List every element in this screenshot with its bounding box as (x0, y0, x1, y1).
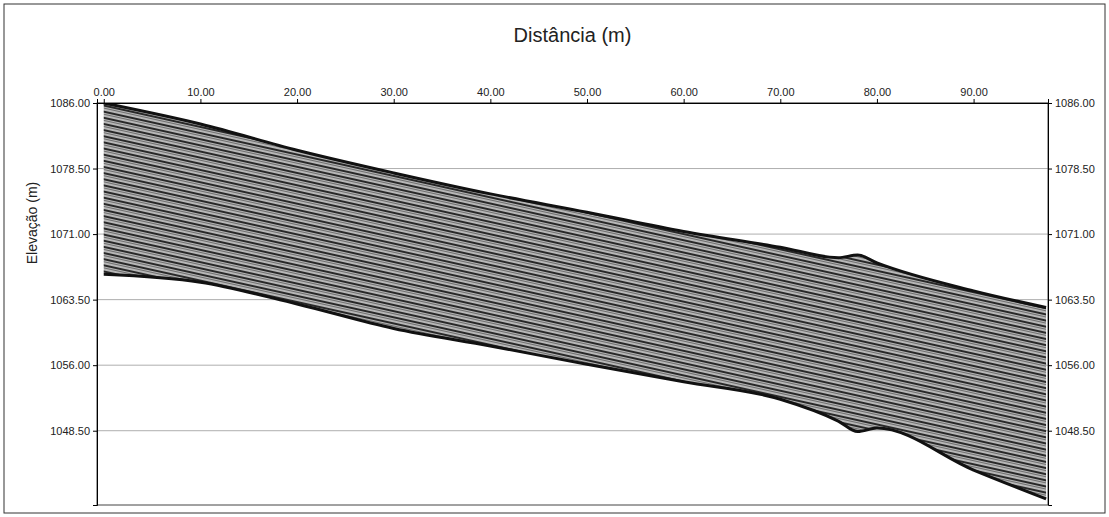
tick: 70.00 (767, 86, 795, 103)
tick-mark (394, 99, 395, 103)
tick-mark (93, 234, 97, 235)
tick-label: 1078.50 (1055, 163, 1095, 175)
tick-label: 1048.50 (50, 425, 90, 437)
tick-mark (93, 431, 97, 432)
tick-label: 0.00 (94, 86, 115, 98)
axis-line (98, 99, 1049, 104)
axis-line (1049, 104, 1053, 506)
tick-mark (1048, 103, 1052, 104)
tick-label: 1086.00 (1055, 97, 1095, 109)
tick: 50.00 (574, 86, 602, 103)
tick: 60.00 (670, 86, 698, 103)
y-axis-left: 1086.00 1078.50 1071.00 1063.50 1056.00 1048.… (50, 97, 97, 505)
tick: 1063.50 (50, 294, 97, 306)
tick: 80.00 (864, 86, 892, 103)
tick-label: 1071.00 (1055, 228, 1095, 240)
tick: 30.00 (380, 86, 408, 103)
tick-mark (877, 99, 878, 103)
tick-mark (1048, 431, 1052, 432)
tick: 1048.50 (1048, 425, 1095, 437)
tick-label: 1048.50 (1055, 425, 1095, 437)
tick: 90.00 (960, 86, 988, 103)
tick-label: 1086.00 (50, 97, 90, 109)
tick-label: 1056.00 (1055, 359, 1095, 371)
tick: 20.00 (284, 86, 312, 103)
tick-label: 10.00 (187, 86, 215, 98)
tick: 1078.50 (1048, 163, 1095, 175)
figure-border (4, 4, 1105, 513)
plot: 0.00 10.00 20.00 30.00 40.00 50.00 60.00 70.00 8… (50, 86, 1095, 506)
tick-label: 1056.00 (50, 359, 90, 371)
radar-tone (104, 103, 1046, 499)
tick-label: 70.00 (767, 86, 795, 98)
tick-mark (93, 365, 97, 366)
tick-label: 30.00 (380, 86, 408, 98)
tick-label: 60.00 (670, 86, 698, 98)
y-axis-title: Elevação (m) (24, 182, 40, 264)
tick-mark (587, 99, 588, 103)
x-axis: 0.00 10.00 20.00 30.00 40.00 50.00 60.00 70.00 8… (94, 86, 1049, 104)
tick-mark (684, 99, 685, 103)
tick-label: 1078.50 (50, 163, 90, 175)
plot-frame (97, 103, 1048, 505)
marks (104, 103, 1046, 499)
tick: 1078.50 (50, 163, 97, 175)
tick: 1071.00 (1048, 228, 1095, 240)
base-line (104, 274, 1046, 499)
radar-section (104, 103, 1046, 499)
tick: 0.00 (94, 86, 115, 103)
tick-mark (1048, 300, 1052, 301)
tick-mark (104, 99, 105, 103)
tick-mark (490, 99, 491, 103)
tick-mark (93, 169, 97, 170)
tick-label: 1071.00 (50, 228, 90, 240)
tick-mark (1048, 365, 1052, 366)
tick-label: 1063.50 (1055, 294, 1095, 306)
tick: 1063.50 (1048, 294, 1095, 306)
tick: 40.00 (477, 86, 505, 103)
tick: 1071.00 (50, 228, 97, 240)
tick-mark (93, 103, 97, 104)
tick-mark (1048, 169, 1052, 170)
tick: 1086.00 (50, 97, 97, 109)
y-axis-right: 1086.00 1078.50 1071.00 1063.50 1056.00 1048.… (1048, 97, 1095, 505)
tick: 10.00 (187, 86, 215, 103)
tick-label: 80.00 (864, 86, 892, 98)
tick: 1086.00 (1048, 97, 1095, 109)
tick-mark (780, 99, 781, 103)
tick-mark (200, 99, 201, 103)
surface-line (104, 103, 1046, 307)
tick-label: 1063.50 (50, 294, 90, 306)
tick-label: 40.00 (477, 86, 505, 98)
tick-mark (93, 300, 97, 301)
tick-label: 50.00 (574, 86, 602, 98)
tick-mark (974, 99, 975, 103)
tick: 1048.50 (50, 425, 97, 437)
axis-line (93, 104, 98, 506)
tick-label: 90.00 (960, 86, 988, 98)
tick: 1056.00 (50, 359, 97, 371)
chart: 0.00 10.00 20.00 30.00 40.00 50.00 60.00 70.00 8… (0, 0, 1109, 517)
tick-label: 20.00 (284, 86, 312, 98)
tick-mark (297, 99, 298, 103)
x-axis-title: Distância (m) (514, 24, 632, 46)
tick-mark (1048, 234, 1052, 235)
tick: 1056.00 (1048, 359, 1095, 371)
